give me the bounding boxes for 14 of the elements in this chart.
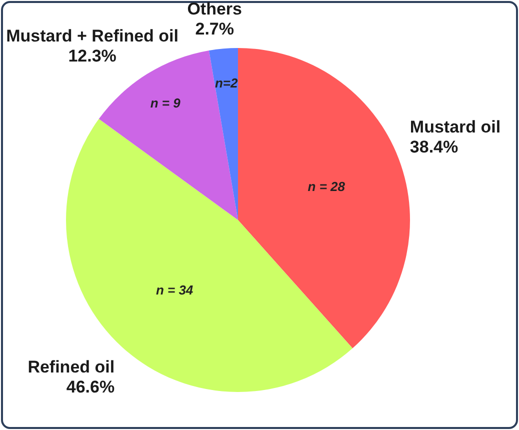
- data-label: 12.3%: [68, 46, 116, 66]
- pie-slice: [208, 48, 238, 220]
- data-label: 2.7%: [195, 20, 234, 39]
- text: n=2: [214, 75, 238, 90]
- slice-label: Mustard oil: [410, 117, 501, 136]
- text: n = 34: [156, 282, 194, 298]
- data-label: 46.6%: [66, 377, 115, 396]
- data-label: 38.4%: [410, 137, 458, 156]
- text: n = 28: [308, 178, 346, 194]
- slice-label: Refined oil: [28, 357, 115, 376]
- text: n = 9: [150, 96, 182, 111]
- slice-label: Mustard + Refined oil: [6, 26, 179, 46]
- pie-slice: [238, 48, 410, 348]
- slice-label: Others: [187, 0, 242, 19]
